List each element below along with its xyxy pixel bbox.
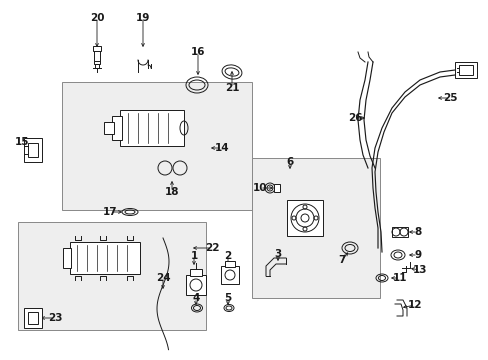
- Text: 6: 6: [286, 157, 293, 167]
- Bar: [251, 158, 379, 298]
- Text: 15: 15: [15, 137, 29, 147]
- Bar: [28, 143, 38, 157]
- Bar: [273, 184, 280, 192]
- Text: 5: 5: [224, 293, 231, 303]
- Bar: [286, 200, 323, 236]
- Text: 26: 26: [347, 113, 362, 123]
- Text: 16: 16: [190, 47, 205, 57]
- Text: 25: 25: [442, 93, 456, 103]
- Text: 19: 19: [136, 13, 150, 23]
- Text: 1: 1: [190, 251, 197, 261]
- Bar: [185, 275, 205, 295]
- Bar: [70, 242, 140, 274]
- Bar: [104, 122, 114, 134]
- Text: 3: 3: [274, 249, 281, 259]
- Bar: [120, 110, 183, 146]
- Text: 22: 22: [204, 243, 219, 253]
- Bar: [190, 269, 202, 276]
- Bar: [62, 82, 251, 210]
- Text: 17: 17: [102, 207, 117, 217]
- Text: 7: 7: [338, 255, 345, 265]
- Text: 9: 9: [414, 250, 421, 260]
- Text: 4: 4: [192, 293, 199, 303]
- Text: 2: 2: [224, 251, 231, 261]
- Bar: [28, 312, 38, 324]
- Bar: [458, 65, 472, 75]
- Bar: [391, 227, 407, 237]
- Text: 8: 8: [413, 227, 421, 237]
- Text: 24: 24: [155, 273, 170, 283]
- Text: 10: 10: [252, 183, 267, 193]
- Bar: [18, 222, 205, 330]
- Bar: [63, 248, 71, 268]
- Text: 20: 20: [90, 13, 104, 23]
- Bar: [112, 116, 122, 140]
- Bar: [95, 64, 99, 68]
- Text: 14: 14: [214, 143, 229, 153]
- Bar: [454, 62, 476, 78]
- Bar: [221, 266, 239, 284]
- Bar: [94, 50, 100, 64]
- Bar: [224, 261, 235, 267]
- Bar: [24, 138, 42, 162]
- Text: 18: 18: [164, 187, 179, 197]
- Text: 21: 21: [224, 83, 239, 93]
- Text: 12: 12: [407, 300, 421, 310]
- Bar: [24, 308, 42, 328]
- Text: 11: 11: [392, 273, 407, 283]
- Bar: [93, 46, 101, 51]
- Text: 23: 23: [48, 313, 62, 323]
- Text: 13: 13: [412, 265, 427, 275]
